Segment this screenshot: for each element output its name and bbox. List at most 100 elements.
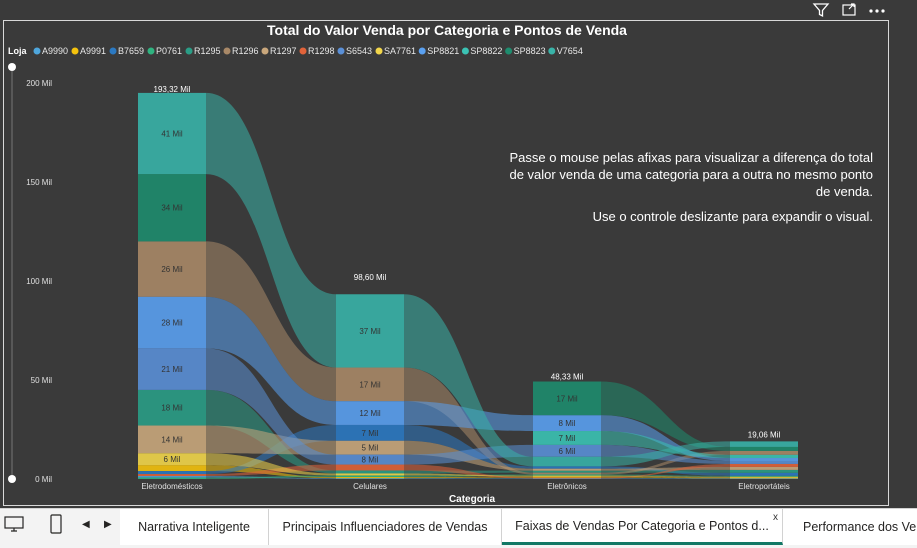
visual-header (0, 0, 917, 20)
data-label-segment: 28 Mil (161, 319, 183, 328)
data-label-segment: 7 Mil (559, 434, 576, 443)
data-label-segment: 41 Mil (161, 129, 183, 138)
legend-marker (185, 47, 193, 55)
flow-ribbon (206, 453, 336, 476)
bar-segment (336, 454, 404, 465)
previous-page-button[interactable]: ◀ (82, 519, 90, 530)
bar-segment (533, 468, 601, 471)
legend-title: Loja (8, 46, 27, 56)
legend-marker (109, 47, 117, 55)
bar-segment (533, 478, 601, 479)
data-label-segment: 17 Mil (556, 394, 578, 403)
page-tab-bar: ◀ ▶ Narrativa Inteligente Principais Inf… (0, 508, 917, 548)
y-tick-label: 150 Mil (26, 178, 52, 187)
data-label-total: 48,33 Mil (551, 372, 584, 381)
flow-ribbon (404, 294, 533, 467)
data-label-segment: 37 Mil (359, 327, 381, 336)
bar-segment (138, 476, 206, 478)
desktop-view-icon[interactable] (4, 515, 24, 536)
data-label-segment: 21 Mil (161, 365, 183, 374)
flow-ribbon (206, 241, 336, 402)
bar-segment (730, 450, 798, 455)
legend-item: P0761 (156, 46, 182, 56)
legend-marker (337, 47, 345, 55)
more-options-icon[interactable] (868, 2, 886, 18)
legend-item: R1296 (232, 46, 259, 56)
chart-title: Total do Valor Venda por Categoria e Pon… (267, 22, 627, 38)
x-tick-label: Eletrodomésticos (141, 482, 202, 491)
legend-item: SP8823 (514, 46, 546, 56)
bar-segment (138, 296, 206, 349)
legend-marker (299, 47, 307, 55)
focus-mode-icon[interactable] (840, 2, 858, 18)
bar-segment (533, 474, 601, 476)
legend-marker (418, 47, 426, 55)
flow-ribbon (206, 475, 336, 479)
bar-segment (138, 348, 206, 390)
flow-ribbon (601, 478, 730, 479)
bar-segment (336, 464, 404, 471)
bar-segment (730, 472, 798, 476)
bar-segment (533, 466, 601, 469)
tab-principais-influenciadores[interactable]: Principais Influenciadores de Vendas (269, 509, 502, 545)
tab-narrativa-inteligente[interactable]: Narrativa Inteligente (120, 509, 269, 545)
y-tick-label: 100 Mil (26, 277, 52, 286)
tab-faixas-de-vendas[interactable]: Faixas de Vendas Por Categoria e Pontos … (502, 509, 783, 545)
bar-segment (730, 454, 798, 459)
bar-segment (336, 424, 404, 441)
next-page-button[interactable]: ▶ (104, 519, 112, 530)
filter-icon[interactable] (812, 2, 830, 18)
bar-segment (336, 367, 404, 402)
flow-ribbon (601, 381, 730, 451)
bar-segment (533, 477, 601, 479)
bar-segment (533, 472, 601, 475)
legend-marker (223, 47, 231, 55)
close-tab-icon[interactable]: x (773, 512, 778, 523)
flow-ribbon (601, 463, 730, 479)
tab-label: Narrativa Inteligente (138, 520, 250, 534)
bar-segment (336, 294, 404, 368)
legend-marker (261, 47, 269, 55)
data-label-segment: 5 Mil (362, 444, 379, 453)
x-tick-label: Eletrônicos (547, 482, 587, 491)
legend-marker (71, 47, 79, 55)
flow-ribbon (206, 389, 336, 474)
bar-segment (336, 470, 404, 474)
tab-performance-dos-vendedores[interactable]: Performance dos Ven (783, 509, 917, 545)
data-label-segment: 17 Mil (359, 380, 381, 389)
flow-ribbon (601, 415, 730, 461)
flow-ribbon (404, 464, 533, 479)
flow-ribbon (601, 441, 730, 467)
bar-segment (730, 463, 798, 467)
legend-marker (548, 47, 556, 55)
flow-ribbon (404, 478, 533, 479)
tab-label: Principais Influenciadores de Vendas (282, 520, 488, 534)
bar-segment (533, 381, 601, 416)
flow-ribbon (206, 92, 336, 368)
legend-item: SP8821 (427, 46, 459, 56)
bar-segment (533, 476, 601, 478)
slider-handle-bottom (8, 475, 16, 483)
mobile-view-icon[interactable] (49, 514, 63, 537)
bar-segment (336, 440, 404, 455)
bar-segment (336, 477, 404, 479)
bar-segment (336, 475, 404, 478)
bar-segment (730, 458, 798, 461)
flow-ribbon (404, 424, 533, 469)
bar-segment (730, 478, 798, 479)
bar-segment (138, 389, 206, 426)
bar-segment (730, 460, 798, 464)
data-label-total: 98,60 Mil (354, 273, 387, 282)
legend-marker (147, 47, 155, 55)
legend-item: R1295 (194, 46, 221, 56)
bar-segment (533, 415, 601, 432)
legend-item: SA7761 (384, 46, 416, 56)
flow-ribbon (601, 474, 730, 477)
bar-segment (138, 471, 206, 475)
bar-segment (138, 241, 206, 297)
bar-segment (533, 475, 601, 477)
bar-segment (730, 441, 798, 447)
x-axis-title: Categoria (449, 494, 496, 505)
legend-item: S6543 (346, 46, 372, 56)
